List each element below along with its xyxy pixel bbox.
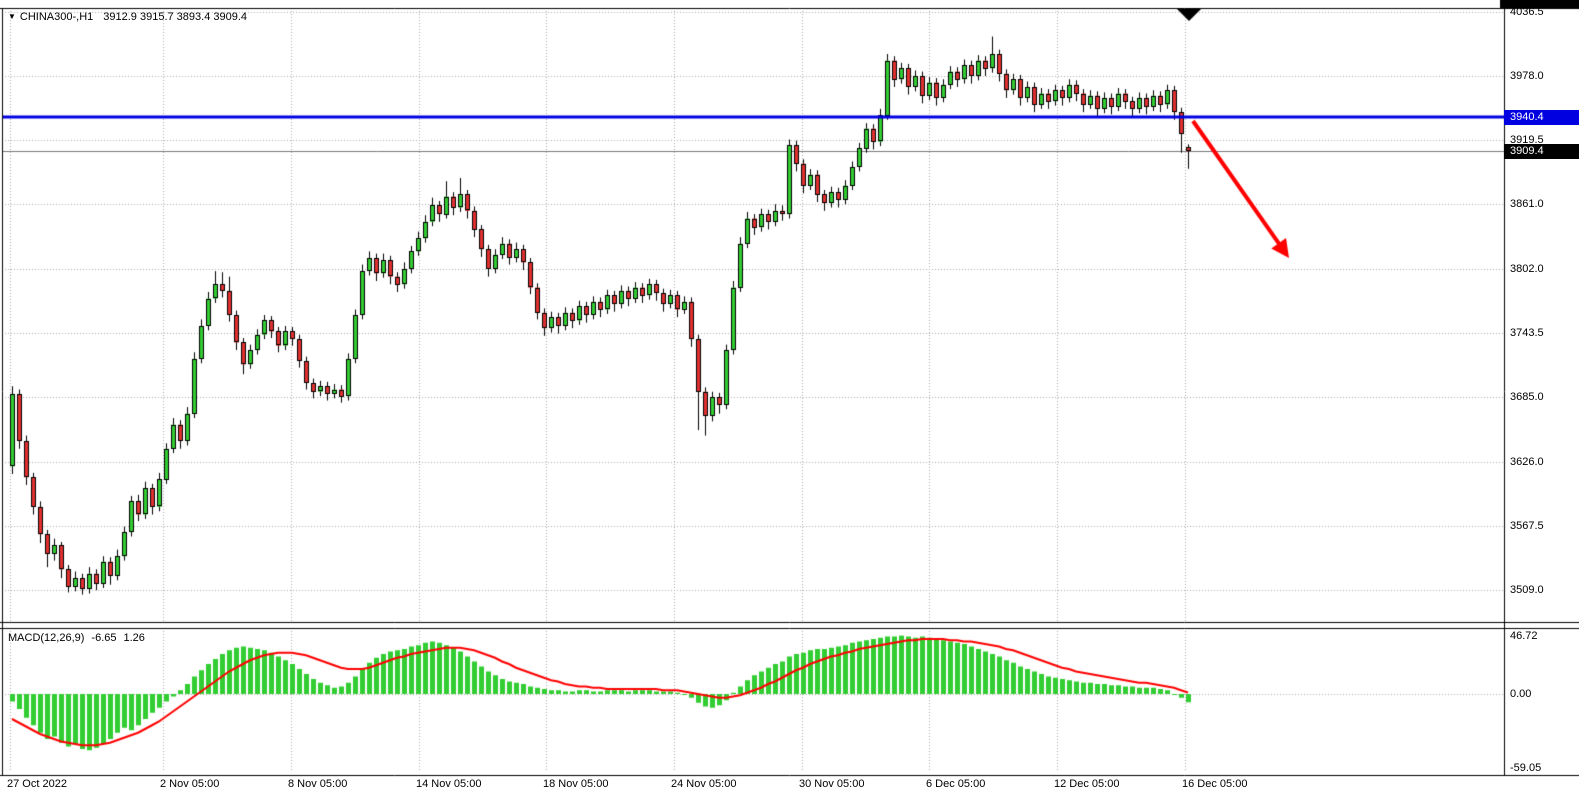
time-axis-label: 6 Dec 05:00 bbox=[926, 778, 986, 790]
ohlc-values: 3912.9 3915.7 3893.4 3909.4 bbox=[103, 11, 248, 23]
time-axis-label: 18 Nov 05:00 bbox=[543, 778, 609, 790]
price-axis-label: 3509.0 bbox=[1510, 584, 1544, 597]
time-axis-label: 30 Nov 05:00 bbox=[799, 778, 865, 790]
price-axis[interactable]: 4036.5 3978.0 3919.5 3861.0 3802.0 3743.5 3685… bbox=[1506, 0, 1579, 803]
current-price-badge: 3909.4 bbox=[1504, 144, 1579, 159]
symbol-info-bar: ▼ CHINA300-,H1 3912.9 3915.7 3893.4 3909.4 bbox=[8, 11, 247, 24]
price-axis-label: 3919.5 bbox=[1510, 134, 1544, 147]
hline-price-badge: 3940.4 bbox=[1504, 110, 1579, 125]
time-axis-label: 14 Nov 05:00 bbox=[416, 778, 482, 790]
price-axis-label: 3861.0 bbox=[1510, 198, 1544, 211]
price-axis-label: 3978.0 bbox=[1510, 69, 1544, 82]
price-axis-label: 3685.0 bbox=[1510, 391, 1544, 404]
macd-indicator-label: MACD(12,26,9) -6.65 1.26 bbox=[8, 632, 145, 645]
macd-main-value: -6.65 bbox=[91, 632, 117, 644]
symbol-dropdown-icon[interactable]: ▼ bbox=[8, 12, 16, 21]
symbol-timeframe-label: CHINA300-,H1 bbox=[19, 11, 94, 23]
time-axis-label: 16 Dec 05:00 bbox=[1182, 778, 1248, 790]
macd-axis[interactable]: 46.72 0.00 -59.05 bbox=[1506, 0, 1579, 803]
price-axis-label: 3743.5 bbox=[1510, 327, 1544, 340]
macd-axis-label: 0.00 bbox=[1510, 688, 1532, 700]
time-axis-label: 2 Nov 05:00 bbox=[160, 778, 220, 790]
time-axis-label: 8 Nov 05:00 bbox=[288, 778, 348, 790]
macd-axis-label: 46.72 bbox=[1510, 629, 1538, 642]
time-axis-label: 24 Nov 05:00 bbox=[671, 778, 737, 790]
macd-signal-value: 1.26 bbox=[123, 632, 145, 644]
price-axis-label: 3626.0 bbox=[1510, 455, 1544, 468]
macd-name: MACD(12,26,9) bbox=[8, 632, 85, 644]
macd-axis-label: -59.05 bbox=[1510, 761, 1542, 774]
price-axis-label: 4036.5 bbox=[1510, 5, 1544, 18]
time-axis-label: 12 Dec 05:00 bbox=[1054, 778, 1120, 790]
time-axis[interactable]: 27 Oct 2022 2 Nov 05:00 8 Nov 05:00 14 Nov … bbox=[0, 777, 1579, 803]
time-axis-label: 27 Oct 2022 bbox=[7, 778, 67, 790]
price-axis-label: 3567.5 bbox=[1510, 520, 1544, 533]
price-axis-label: 3802.0 bbox=[1510, 262, 1544, 275]
